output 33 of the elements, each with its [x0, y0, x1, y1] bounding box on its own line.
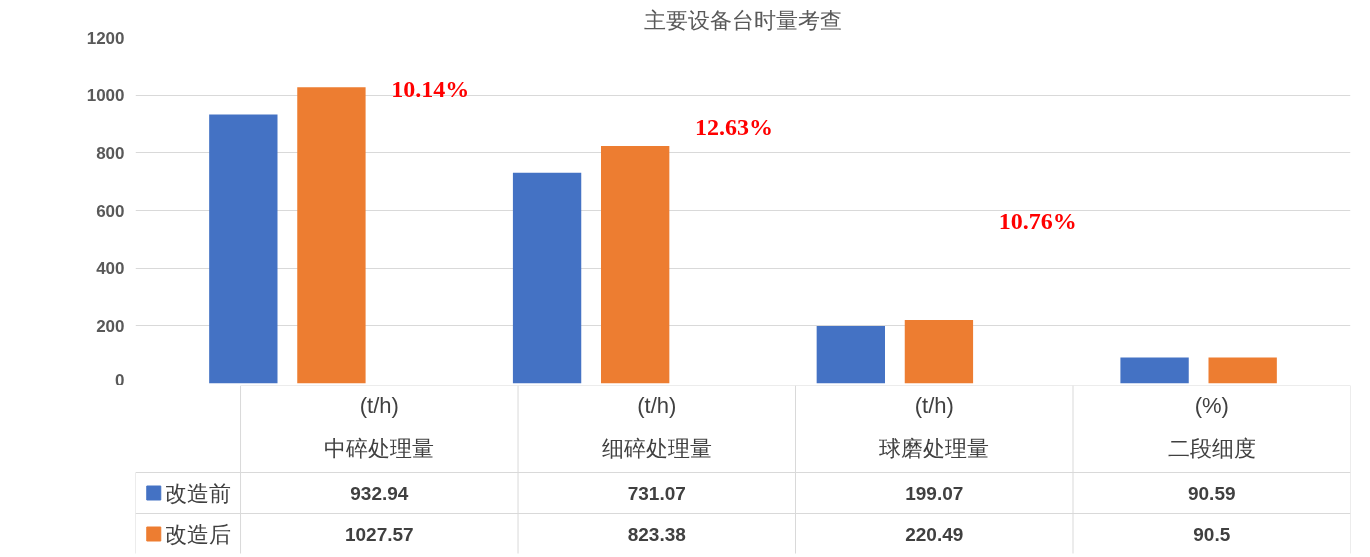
- data-label: 1027.57: [344, 523, 414, 545]
- data-label: 220.49: [905, 523, 964, 545]
- bar: [209, 114, 278, 384]
- y-tick-label: 800: [96, 143, 125, 163]
- annotation: 12.63%: [694, 114, 773, 141]
- bar: [601, 146, 670, 384]
- bar: [512, 172, 582, 384]
- bar: [904, 319, 974, 384]
- data-label: 731.07: [627, 482, 686, 504]
- data-label: 90.5: [1193, 523, 1231, 545]
- y-tick-label: 200: [96, 316, 125, 336]
- bar: [1120, 357, 1189, 384]
- bar: [297, 87, 366, 384]
- annotation: 10.14%: [391, 76, 470, 103]
- x-tick-label: (%) 二段细度: [1167, 393, 1256, 461]
- data-label: 823.38: [627, 523, 686, 545]
- y-tick-label: 0: [115, 370, 125, 390]
- x-tick-label: (t/h) 中碎处理量: [324, 393, 435, 461]
- y-tick-label: 1200: [86, 28, 125, 48]
- chart-title: 主要设备台时量考查: [644, 7, 842, 33]
- data-label: 932.94: [350, 482, 409, 504]
- bar: [1208, 357, 1277, 384]
- legend-label: 改造后: [164, 521, 231, 547]
- data-label: 90.59: [1187, 482, 1236, 504]
- y-tick-label: 400: [96, 259, 125, 279]
- x-tick-label: (t/h) 细碎处理量: [601, 393, 712, 461]
- bar: [816, 326, 885, 384]
- legend-label: 改造前: [164, 480, 231, 506]
- y-tick-label: 1000: [86, 86, 125, 106]
- x-tick-label: (t/h) 球磨处理量: [879, 393, 990, 461]
- annotation: 10.76%: [998, 207, 1077, 234]
- data-label: 199.07: [905, 482, 964, 504]
- y-tick-label: 600: [96, 201, 125, 221]
